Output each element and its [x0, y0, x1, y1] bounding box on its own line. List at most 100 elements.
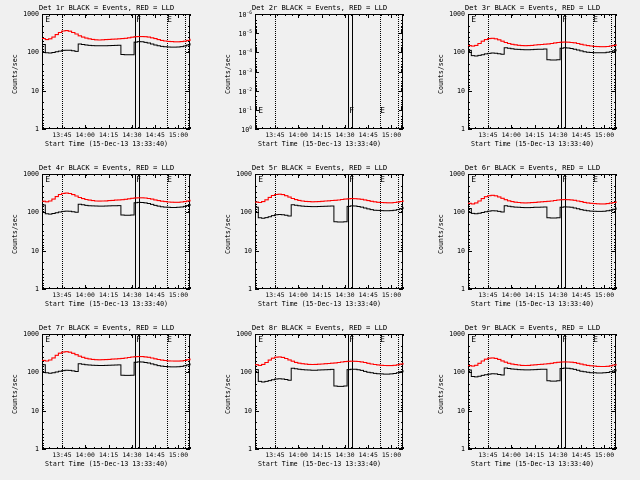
panel-det9r[interactable]: Det 9r BLACK = Events, RED = LLD Counts/s… [426, 320, 639, 480]
x-major-tick [557, 334, 559, 338]
y-minor-tick [401, 273, 403, 275]
x-major-tick [344, 174, 346, 178]
x-minor-tick [519, 287, 521, 289]
y-minor-tick [614, 422, 616, 424]
y-minor-tick [188, 32, 190, 34]
x-minor-tick [380, 14, 382, 16]
x-minor-tick [468, 174, 469, 176]
x-minor-tick [190, 447, 191, 449]
y-tick-label: 100 [453, 48, 465, 57]
x-major-tick [391, 334, 393, 338]
y-minor-tick [255, 370, 257, 372]
panel-det4r[interactable]: Det 4r BLACK = Events, RED = LLD Counts/s… [0, 160, 213, 320]
y-minor-tick [401, 197, 403, 199]
marker-dotted-line [167, 335, 169, 448]
marker-dotted-line [380, 15, 382, 128]
x-minor-tick [79, 14, 80, 16]
y-minor-tick [401, 192, 403, 194]
x-minor-tick [299, 334, 301, 336]
x-minor-tick [380, 174, 382, 176]
y-minor-tick [255, 105, 257, 107]
y-minor-tick [468, 102, 470, 104]
y-major-tick [255, 410, 259, 412]
panel-det6r[interactable]: Det 6r BLACK = Events, RED = LLD Counts/s… [426, 160, 639, 320]
y-minor-tick [401, 48, 403, 50]
y-minor-tick [255, 395, 257, 397]
x-minor-tick [182, 447, 184, 449]
x-minor-tick [497, 287, 499, 289]
x-minor-tick [306, 174, 308, 176]
y-minor-tick [614, 86, 616, 88]
y-minor-tick [188, 352, 190, 354]
y-minor-tick [468, 230, 470, 232]
y-minor-tick [468, 443, 470, 445]
x-minor-tick [167, 334, 169, 336]
marker-label-e: E [167, 174, 172, 184]
y-tick-label: 1 [461, 125, 465, 133]
x-major-tick [581, 445, 583, 449]
x-minor-tick [373, 174, 375, 176]
y-minor-tick [255, 70, 257, 72]
y-minor-tick [401, 89, 403, 91]
x-minor-tick [366, 174, 367, 176]
x-major-tick [178, 14, 180, 18]
x-major-tick [108, 14, 110, 18]
x-minor-tick [314, 447, 316, 449]
x-major-tick [344, 14, 346, 18]
x-major-tick [298, 334, 300, 338]
x-minor-tick [601, 334, 603, 336]
marker-label-f: F [562, 174, 568, 184]
y-minor-tick [42, 277, 44, 279]
x-minor-tick [388, 287, 390, 289]
x-tick-label: 14:00 [75, 131, 95, 139]
y-minor-tick [614, 357, 616, 359]
x-minor-tick [167, 447, 169, 449]
y-minor-tick [401, 127, 403, 129]
y-minor-tick [468, 248, 470, 250]
panel-det1r[interactable]: Det 1r BLACK = Events, RED = LLD Counts/s… [0, 0, 213, 160]
y-minor-tick [255, 203, 257, 205]
y-minor-tick [401, 262, 403, 264]
marker-dotted-line [167, 175, 169, 288]
x-minor-tick [42, 174, 43, 176]
x-axis-label: Start Time (15-Dec-13 13:33:40) [257, 460, 382, 468]
y-minor-tick [468, 125, 470, 127]
series-events [468, 47, 617, 61]
y-minor-tick [614, 185, 616, 187]
panel-det5r[interactable]: Det 5r BLACK = Events, RED = LLD Counts/s… [213, 160, 426, 320]
y-minor-tick [188, 422, 190, 424]
x-minor-tick [395, 334, 397, 336]
x-minor-tick [86, 334, 88, 336]
y-minor-tick [42, 230, 44, 232]
x-minor-tick [512, 127, 514, 129]
x-major-tick [321, 334, 323, 338]
y-minor-tick [614, 443, 616, 445]
y-minor-tick [42, 447, 44, 449]
panel-det8r[interactable]: Det 8r BLACK = Events, RED = LLD Counts/s… [213, 320, 426, 480]
x-tick-label: 14:00 [288, 291, 308, 299]
marker-label-f: F [136, 174, 142, 184]
y-minor-tick [468, 242, 470, 244]
y-major-tick [468, 52, 472, 54]
x-minor-tick [608, 14, 610, 16]
x-minor-tick [284, 334, 286, 336]
y-minor-tick [401, 102, 403, 104]
y-minor-tick [401, 67, 403, 69]
y-minor-tick [255, 244, 257, 246]
y-minor-tick [188, 262, 190, 264]
panel-det2r[interactable]: Det 2r BLACK = Events, RED = LLD Counts/s… [213, 0, 426, 160]
panel-det7r[interactable]: Det 7r BLACK = Events, RED = LLD Counts/s… [0, 320, 213, 480]
x-major-tick [511, 14, 513, 18]
y-minor-tick [614, 402, 616, 404]
y-minor-tick [188, 88, 190, 90]
y-major-tick [399, 14, 403, 15]
x-major-tick [534, 334, 536, 338]
y-minor-tick [401, 124, 403, 126]
x-minor-tick [190, 174, 191, 176]
x-tick-label: 14:30 [122, 451, 142, 459]
y-major-tick [255, 212, 259, 214]
x-tick-label: 14:45 [145, 291, 165, 299]
x-axis-label: Start Time (15-Dec-13 13:33:40) [44, 140, 169, 148]
panel-det3r[interactable]: Det 3r BLACK = Events, RED = LLD Counts/s… [426, 0, 639, 160]
